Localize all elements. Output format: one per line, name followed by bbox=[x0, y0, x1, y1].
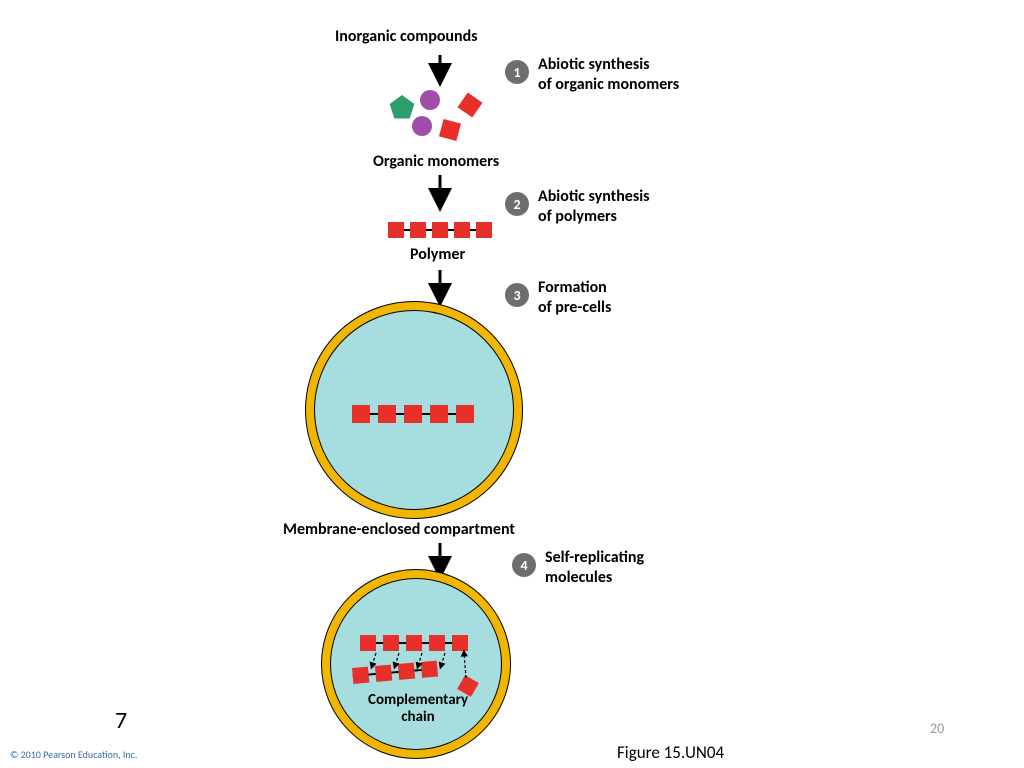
label-complementary-l1: Complementary bbox=[368, 692, 468, 709]
page-number-right: 20 bbox=[930, 720, 944, 737]
polymer-chain bbox=[388, 222, 492, 238]
slide-number-left: 7 bbox=[115, 706, 127, 735]
monomer-cluster bbox=[390, 90, 483, 141]
label-complementary: Complementary chain bbox=[368, 692, 468, 726]
diagram-svg bbox=[0, 0, 1024, 768]
precell-2 bbox=[322, 570, 511, 759]
copyright-text: © 2010 Pearson Education, Inc. bbox=[10, 748, 137, 761]
precell-1 bbox=[306, 302, 523, 519]
label-complementary-l2: chain bbox=[368, 709, 468, 726]
figure-label: Figure 15.UN04 bbox=[617, 742, 724, 763]
